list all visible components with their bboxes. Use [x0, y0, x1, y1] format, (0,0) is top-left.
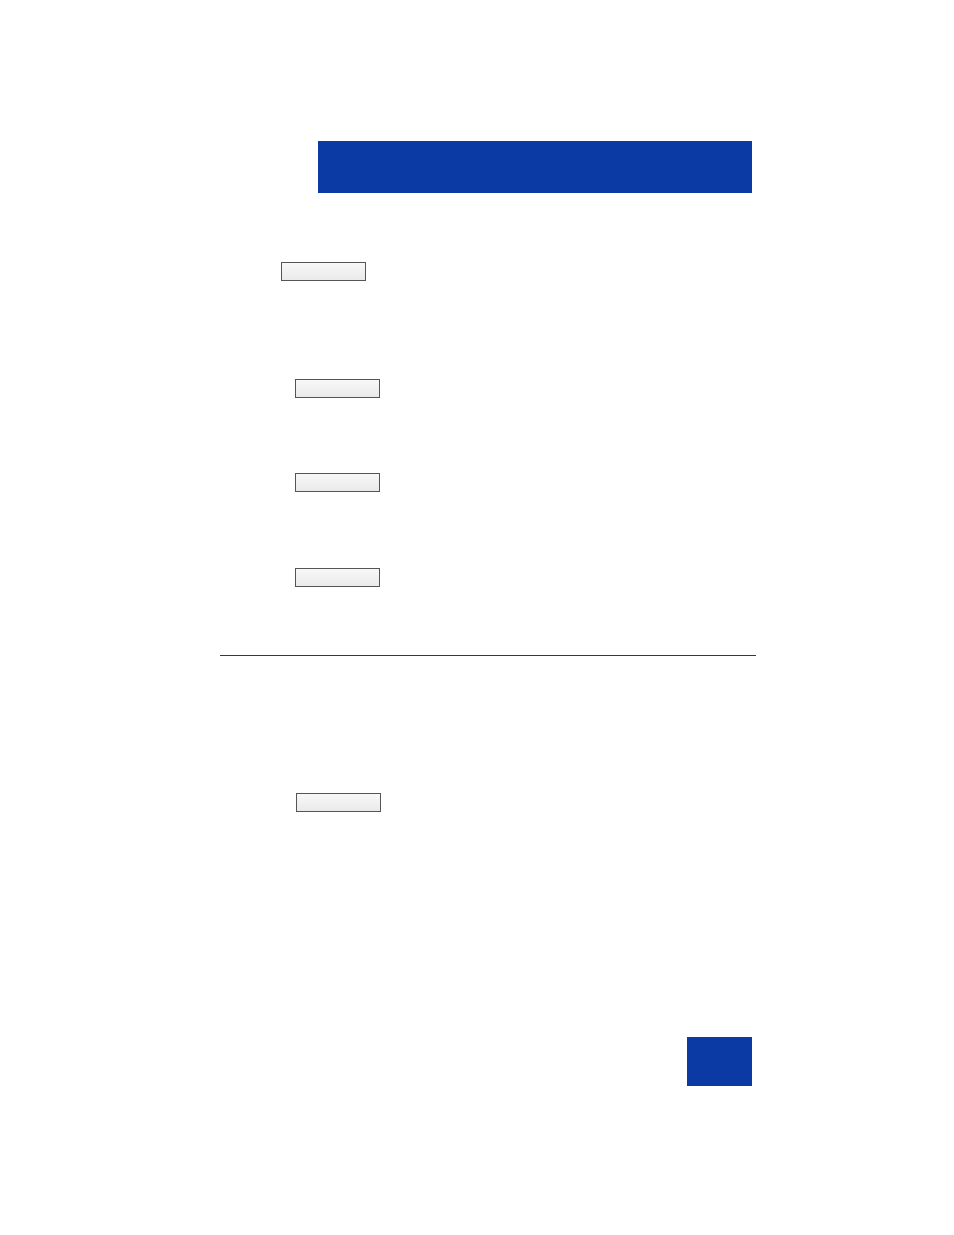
footer-square — [687, 1037, 752, 1086]
section-divider — [220, 655, 756, 656]
input-box-5[interactable] — [296, 793, 381, 812]
header-banner — [318, 141, 752, 193]
input-box-3[interactable] — [295, 473, 380, 492]
input-box-1[interactable] — [281, 262, 366, 281]
input-box-4[interactable] — [295, 568, 380, 587]
input-box-2[interactable] — [295, 379, 380, 398]
